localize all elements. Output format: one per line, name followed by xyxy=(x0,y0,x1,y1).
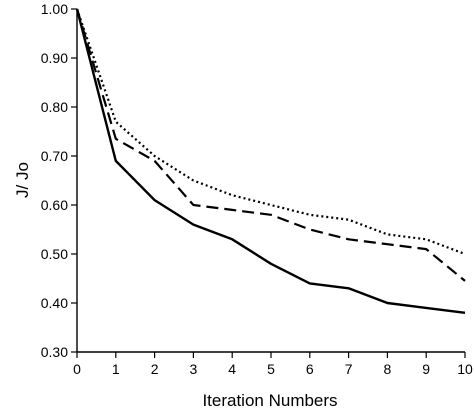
y-axis-ticks: 0.30 0.40 0.50 0.60 0.70 0.80 0.90 1.00 xyxy=(41,1,77,360)
x-tick-label: 2 xyxy=(151,361,159,377)
y-tick-label: 0.40 xyxy=(41,295,68,311)
x-tick-label: 7 xyxy=(345,361,353,377)
y-tick-label: 0.30 xyxy=(41,344,68,360)
y-tick-label: 0.80 xyxy=(41,99,68,115)
series-layer xyxy=(75,8,466,314)
x-tick-label: 5 xyxy=(267,361,275,377)
x-tick-label: 4 xyxy=(228,361,236,377)
y-tick-label: 0.70 xyxy=(41,148,68,164)
x-tick-label: 9 xyxy=(422,361,430,377)
x-axis-ticks: 0 1 2 3 4 5 6 7 8 9 10 xyxy=(73,352,473,377)
x-axis-title: Iteration Numbers xyxy=(202,391,337,410)
x-tick-label: 6 xyxy=(306,361,314,377)
y-tick-label: 0.60 xyxy=(41,197,68,213)
x-tick-label: 3 xyxy=(190,361,198,377)
y-axis-title: J/ Jo xyxy=(13,162,32,198)
x-tick-label: 0 xyxy=(73,361,81,377)
x-tick-label: 8 xyxy=(384,361,392,377)
series-line-solid xyxy=(75,8,466,314)
y-tick-label: 0.50 xyxy=(41,246,68,262)
series-line-dotted xyxy=(75,8,466,256)
y-tick-label: 0.90 xyxy=(41,50,68,66)
series-line-dashed xyxy=(75,8,466,282)
y-tick-label: 1.00 xyxy=(41,1,68,17)
x-tick-label: 10 xyxy=(457,361,473,377)
x-tick-label: 1 xyxy=(112,361,120,377)
